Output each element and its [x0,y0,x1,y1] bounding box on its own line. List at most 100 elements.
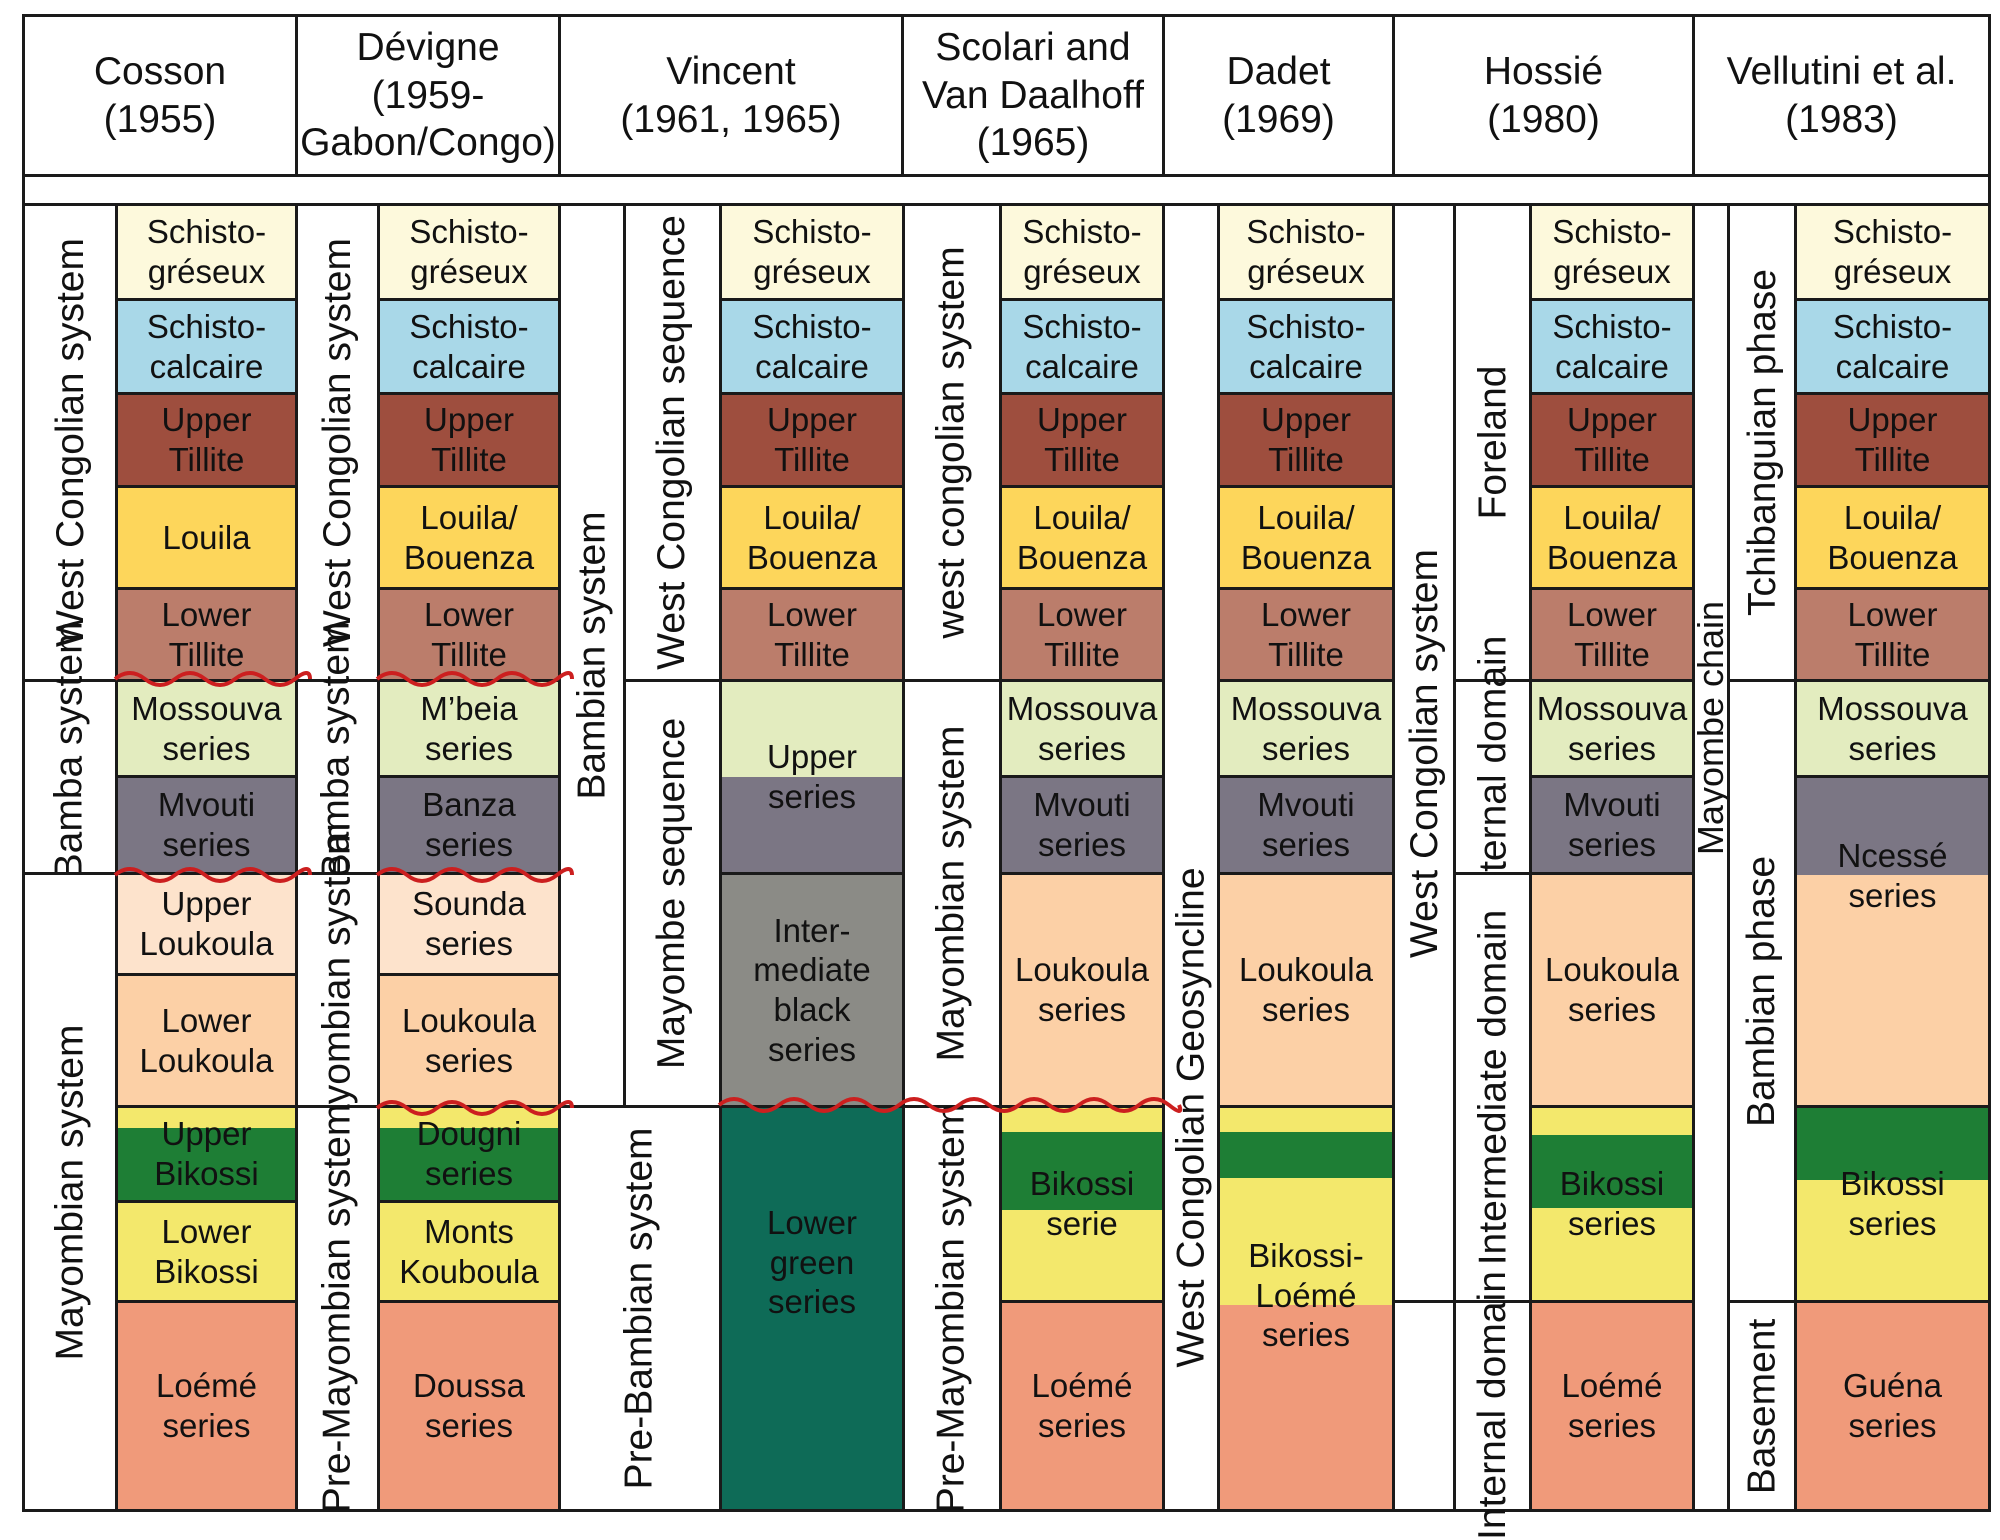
devigne-sounda: Sounda series [377,872,561,976]
hossie-lower-tillite: Lower Tillite [1529,587,1695,682]
scolari-upper-tillite: Upper Tillite [999,392,1165,488]
dadet-louila-bouenza: Louila/ Bouenza [1217,485,1395,590]
dadet-mossouva: Mossouva series [1217,679,1395,778]
vellutini-bambian-phase-label: Bambian phase [1727,679,1797,1303]
hossie-mossouva: Mossouva series [1529,679,1695,778]
devigne-monts-kouboula: Monts Kouboula [377,1200,561,1303]
scolari-loukoula: Loukoula series [999,872,1165,1108]
header-scolari: Scolari and Van Daalhoff (1965) [901,14,1165,177]
cosson-upper-loukoula: Upper Loukoula [115,872,298,976]
header-devigne: Dévigne (1959- Gabon/Congo) [295,14,561,177]
vellutini-mossouva: Mossouva series [1794,679,1991,778]
dadet-loukoula: Loukoula series [1217,872,1395,1108]
dadet-mvouti: Mvouti series [1217,775,1395,875]
devigne-schisto-greseux: Schisto- gréseux [377,203,561,301]
vincent-schisto-greseux: Schisto- gréseux [719,203,905,301]
scolari-west-congolian-label: west congolian system [902,203,1002,682]
vellutini-schisto-greseux: Schisto- gréseux [1794,203,1991,301]
devigne-dougni: Dougni series [377,1105,561,1203]
spacer-band [22,174,1991,206]
hossie-louila-bouenza: Louila/ Bouenza [1529,485,1695,590]
hossie-west-congolian-label: West Congolian system [1392,203,1456,1303]
vincent-pre-bambian-label: Pre-Bambian system [558,1105,722,1512]
hossie-foreland-label: Foreland [1453,203,1532,682]
header-vellutini: Vellutini et al. (1983) [1692,14,1991,177]
vincent-louila-bouenza: Louila/ Bouenza [719,485,905,590]
cosson-mayombian-label: Mayombian system [22,872,118,1512]
hossie-upper-tillite: Upper Tillite [1529,392,1695,488]
cosson-upper-tillite: Upper Tillite [115,392,298,488]
devigne-upper-tillite: Upper Tillite [377,392,561,488]
dadet-schisto-greseux: Schisto- gréseux [1217,203,1395,301]
vellutini-louila-bouenza: Louila/ Bouenza [1794,485,1991,590]
cosson-lower-loukoula: Lower Loukoula [115,973,298,1108]
vellutini-bikossi: Bikossi series [1794,1105,1991,1303]
cosson-upper-bikossi: Upper Bikossi [115,1105,298,1203]
header-cosson: Cosson (1955) [22,14,298,177]
devigne-mayombian-label: Mayombian system [295,822,380,1158]
vellutini-basement-label: Basement [1727,1300,1797,1512]
hossie-external-domain-label: External domain [1453,636,1532,918]
vincent-upper-tillite: Upper Tillite [719,392,905,488]
scolari-mossouva: Mossouva series [999,679,1165,778]
hossie-lower-blank [1392,1300,1456,1512]
devigne-lower-tillite: Lower Tillite [377,587,561,682]
scolari-schisto-calcaire: Schisto- calcaire [999,298,1165,395]
hossie-bikossi: Bikossi series [1529,1105,1695,1303]
devigne-louila-bouenza: Louila/ Bouenza [377,485,561,590]
header-hossie: Hossié (1980) [1392,14,1695,177]
dadet-geosyncline-label: West Congolian Geosyncline [1162,203,1220,1512]
scolari-pre-mayombian-label: Pre-Mayombian system [902,1104,1002,1513]
vincent-lower-tillite: Lower Tillite [719,587,905,682]
cosson-loeme: Loémé series [115,1300,298,1512]
devigne-mt-bamba-label: Mt Bamba system [295,621,380,933]
cosson-mt-bamba-label: Mt Bamba system [22,621,118,933]
hossie-loukoula: Loukoula series [1529,872,1695,1108]
vellutini-lower-tillite: Lower Tillite [1794,587,1991,682]
vincent-intermediate-black: Inter- mediate black series [719,872,905,1108]
header-vincent: Vincent (1961, 1965) [558,14,904,177]
vincent-schisto-calcaire: Schisto- calcaire [719,298,905,395]
devigne-schisto-calcaire: Schisto- calcaire [377,298,561,395]
vincent-upper-series: Upper series [719,679,905,875]
scolari-lower-tillite: Lower Tillite [999,587,1165,682]
vincent-mayombe-seq-label: Mayombe sequence [623,679,722,1108]
devigne-doussa: Doussa series [377,1300,561,1512]
devigne-banza: Banza series [377,775,561,875]
dadet-lower-tillite: Lower Tillite [1217,587,1395,682]
vincent-bambian-label: Bambian system [558,203,626,1108]
scolari-schisto-greseux: Schisto- gréseux [999,203,1165,301]
hossie-intermediate-domain-label: Intermediate domain [1453,872,1532,1303]
dadet-upper-tillite: Upper Tillite [1217,392,1395,488]
vincent-lower-green: Lower green series [719,1105,905,1512]
cosson-lower-tillite: Lower Tillite [115,587,298,682]
cosson-lower-bikossi: Lower Bikossi [115,1200,298,1303]
vellutini-tchibanguian-label: Tchibanguian phase [1727,203,1797,682]
devigne-loukoula: Loukoula series [377,973,561,1108]
hossie-schisto-greseux: Schisto- gréseux [1529,203,1695,301]
header-dadet: Dadet (1969) [1162,14,1395,177]
devigne-pre-mayombian-label: Pre-Mayombian system [295,1104,380,1513]
scolari-mvouti: Mvouti series [999,775,1165,875]
vincent-west-congolian-seq-label: West Congolian sequence [623,203,722,682]
vellutini-schisto-calcaire: Schisto- calcaire [1794,298,1991,395]
vellutini-guena: Guéna series [1794,1300,1991,1512]
dadet-bikossi-loeme: Bikossi- Loémé series [1217,1105,1395,1512]
cosson-mvouti: Mvouti series [115,775,298,875]
devigne-west-congolian-label: West Congolian system [295,203,380,682]
scolari-louila-bouenza: Louila/ Bouenza [999,485,1165,590]
scolari-mayombian-label: Mayombian system [902,679,1002,1108]
scolari-bikossi: Bikossi serie [999,1105,1165,1303]
cosson-louila: Louila [115,485,298,590]
cosson-mossouva: Mossouva series [115,679,298,778]
cosson-schisto-calcaire: Schisto- calcaire [115,298,298,395]
vellutini-upper-tillite: Upper Tillite [1794,392,1991,488]
hossie-internal-domain-label: Internal domain [1453,1272,1532,1540]
vellutini-ncesse: Ncessé series [1794,775,1991,1108]
hossie-schisto-calcaire: Schisto- calcaire [1529,298,1695,395]
scolari-loeme: Loémé series [999,1300,1165,1512]
hossie-mvouti: Mvouti series [1529,775,1695,875]
cosson-schisto-greseux: Schisto- gréseux [115,203,298,301]
hossie-loeme: Loémé series [1529,1300,1695,1512]
cosson-west-congolian-label: West Congolian system [22,203,118,682]
